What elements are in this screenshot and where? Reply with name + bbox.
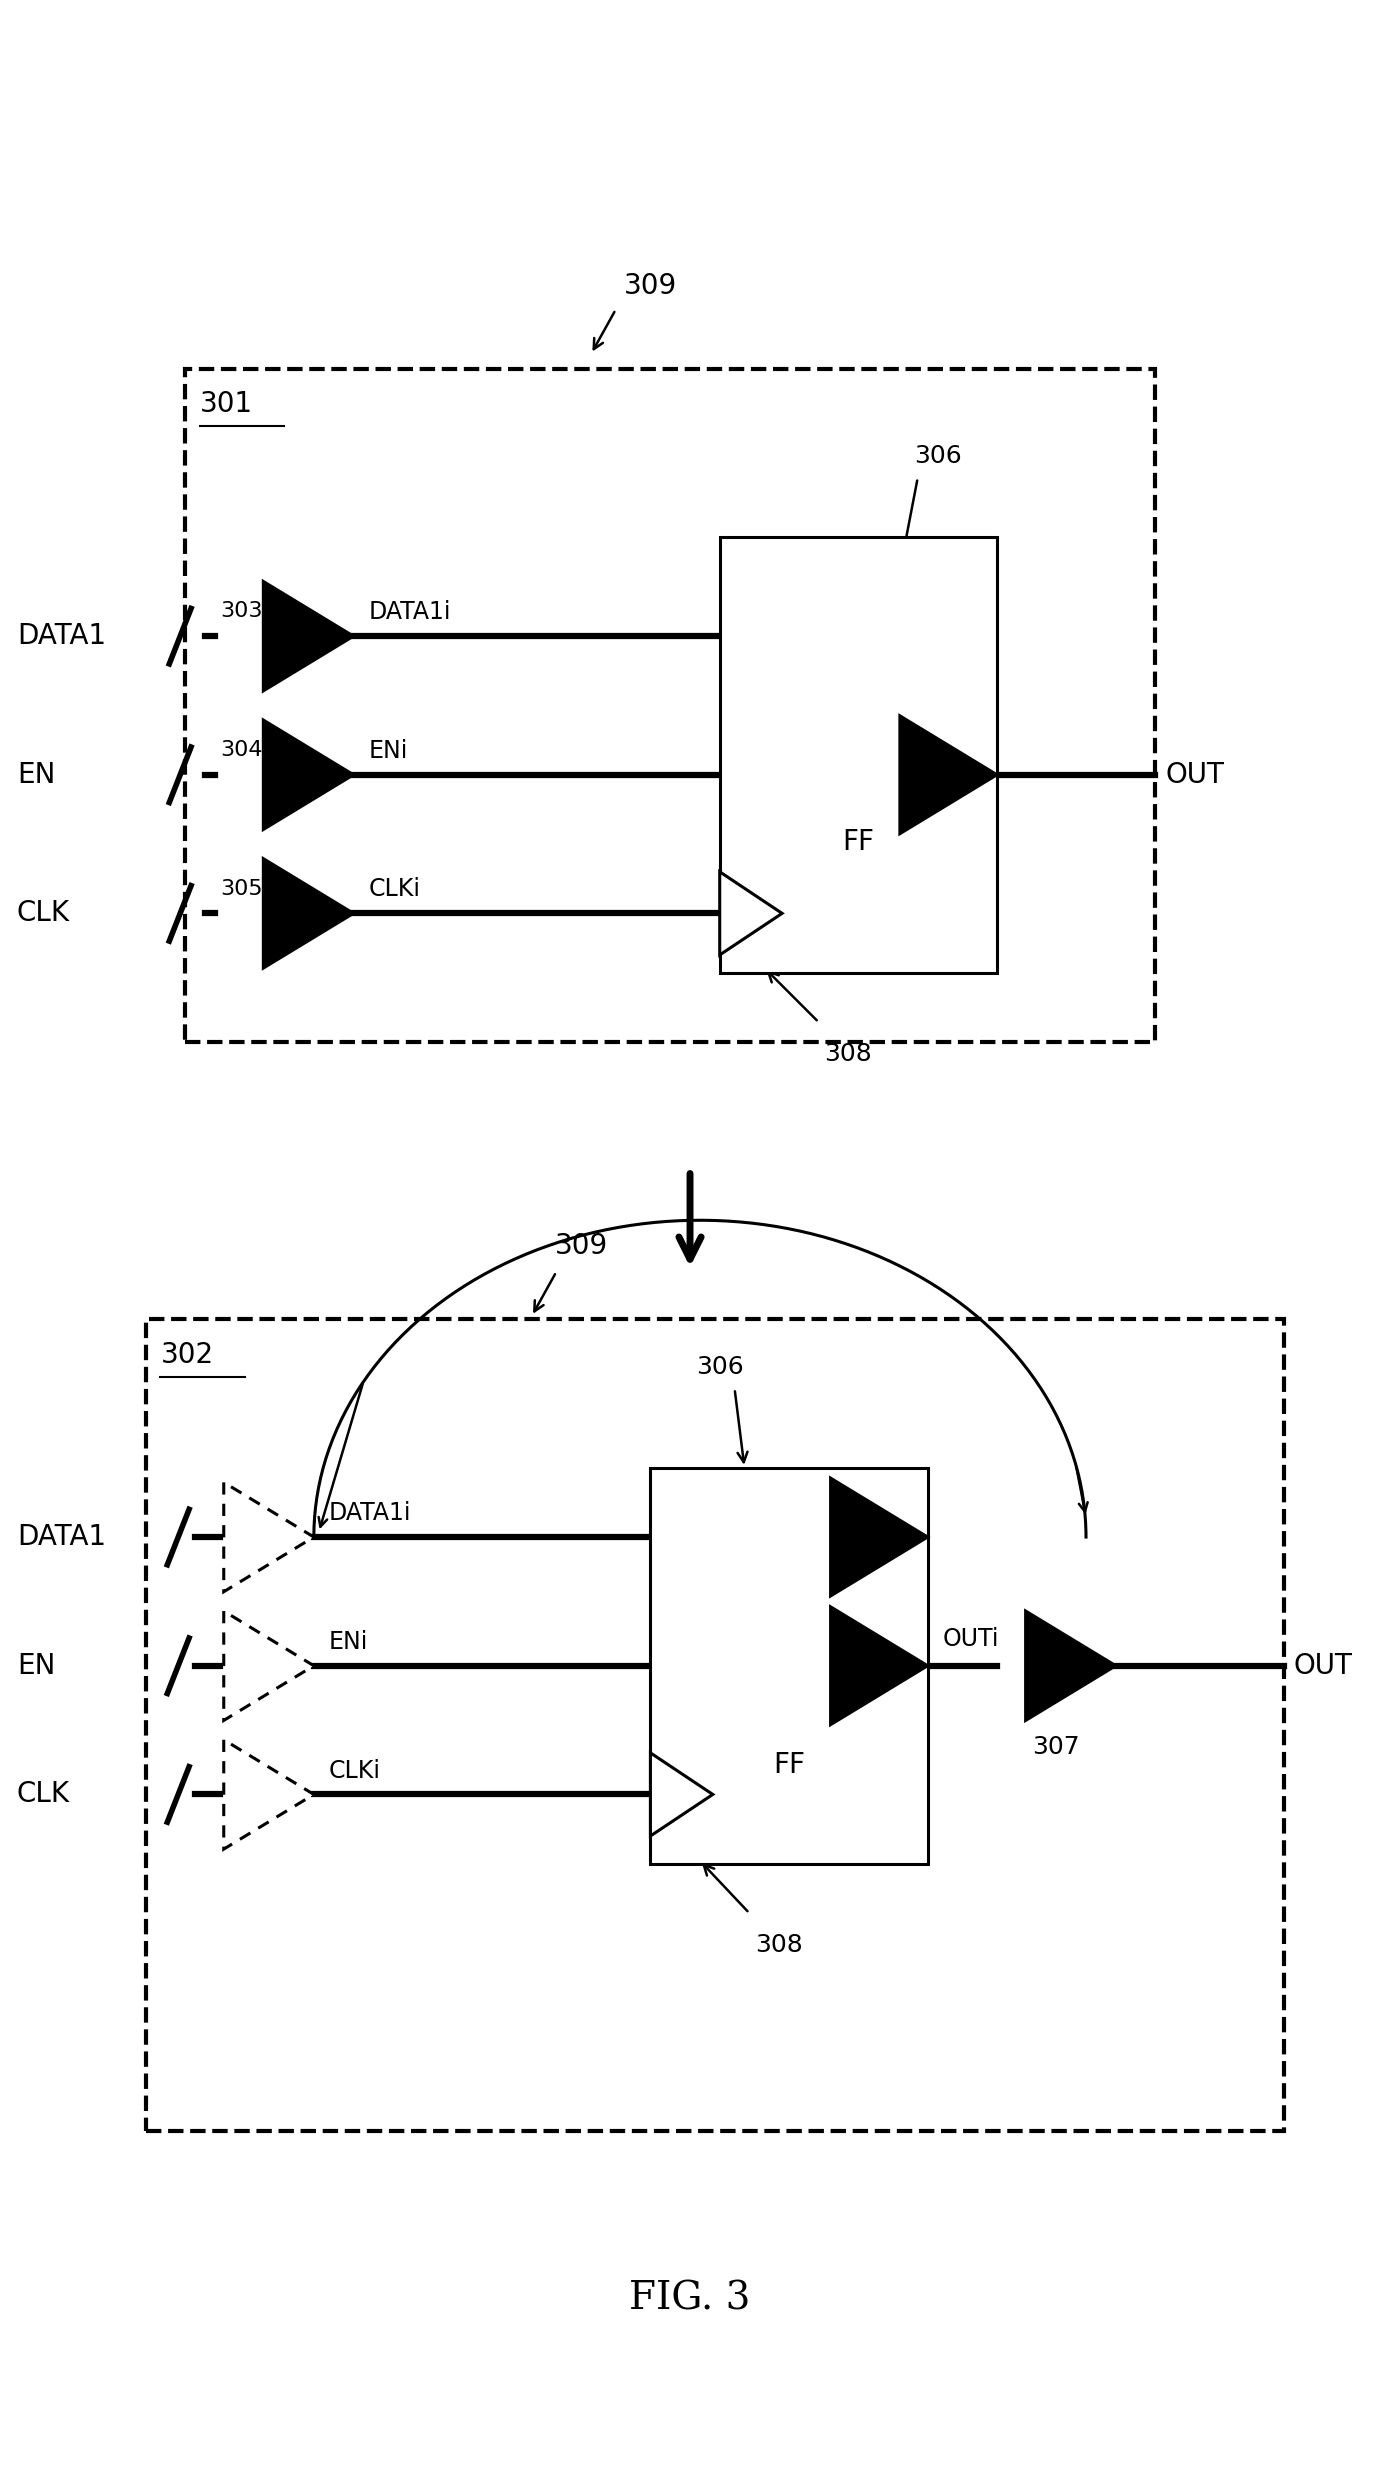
Text: CLKi: CLKi	[368, 876, 420, 901]
Polygon shape	[651, 1753, 713, 1835]
Bar	[651, 1467, 928, 1863]
Text: OUT: OUT	[1165, 762, 1224, 789]
Polygon shape	[720, 872, 783, 956]
Text: 309: 309	[623, 271, 677, 299]
Text: 308: 308	[755, 1932, 803, 1957]
Text: 306: 306	[914, 443, 961, 468]
Text: FF: FF	[773, 1750, 805, 1778]
Bar	[186, 369, 1155, 1041]
Text: 302: 302	[161, 1340, 213, 1370]
Polygon shape	[224, 1741, 314, 1850]
Bar	[145, 1320, 1284, 2131]
Polygon shape	[831, 1479, 928, 1596]
Text: OUT: OUT	[1294, 1651, 1353, 1681]
Text: 306: 306	[695, 1355, 744, 1379]
Text: FIG. 3: FIG. 3	[629, 2281, 751, 2318]
Polygon shape	[831, 1606, 928, 1726]
Text: DATA1i: DATA1i	[368, 600, 450, 625]
Text: 307: 307	[1032, 1736, 1080, 1758]
Text: OUTi: OUTi	[942, 1626, 999, 1651]
Text: 304: 304	[220, 740, 262, 759]
Text: EN: EN	[17, 1651, 55, 1681]
Text: 303: 303	[220, 600, 262, 622]
Text: FF: FF	[842, 829, 874, 857]
Text: 309: 309	[554, 1233, 608, 1260]
Polygon shape	[1026, 1611, 1116, 1721]
Text: DATA1: DATA1	[17, 1524, 107, 1551]
Polygon shape	[263, 859, 353, 969]
Text: DATA1i: DATA1i	[328, 1501, 411, 1526]
Text: CLK: CLK	[17, 1780, 71, 1808]
Text: ENi: ENi	[368, 740, 407, 762]
Polygon shape	[900, 715, 997, 834]
Text: 301: 301	[199, 391, 253, 418]
Polygon shape	[224, 1482, 314, 1591]
Text: CLKi: CLKi	[328, 1758, 381, 1783]
Polygon shape	[263, 720, 353, 829]
Polygon shape	[224, 1611, 314, 1721]
Text: 305: 305	[220, 879, 262, 899]
Text: ENi: ENi	[328, 1631, 368, 1653]
Bar	[720, 538, 997, 974]
Text: CLK: CLK	[17, 899, 71, 926]
Text: EN: EN	[17, 762, 55, 789]
Polygon shape	[263, 583, 353, 690]
Text: 308: 308	[824, 1041, 873, 1066]
Text: DATA1: DATA1	[17, 622, 107, 650]
